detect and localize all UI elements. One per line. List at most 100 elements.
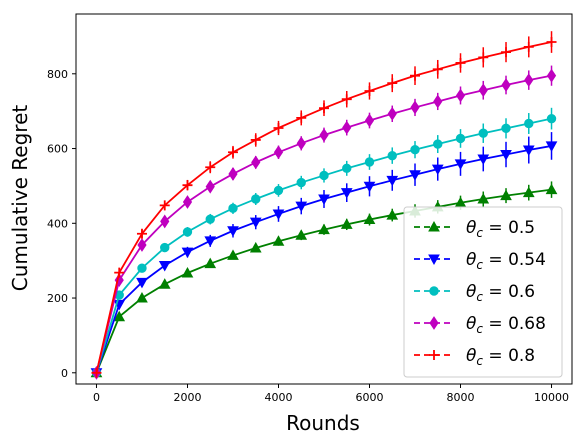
data-point: [455, 57, 466, 68]
data-point: [478, 128, 488, 138]
data-point: [159, 200, 170, 211]
data-point: [432, 64, 443, 75]
x-tick-label: 8000: [447, 391, 475, 404]
data-point: [387, 150, 397, 161]
x-tick-label: 2000: [173, 391, 201, 404]
data-point: [182, 180, 193, 191]
data-point: [386, 175, 399, 187]
x-tick-label: 10000: [534, 391, 569, 404]
data-point: [272, 209, 285, 220]
data-point: [296, 112, 307, 123]
data-point: [250, 134, 261, 145]
series-1: [90, 132, 558, 379]
y-tick-label: 800: [47, 68, 68, 81]
data-point: [318, 223, 330, 235]
legend-item: θc = 0.68: [414, 314, 546, 336]
data-point: [363, 213, 376, 225]
plot-area: [90, 31, 558, 380]
data-point: [228, 203, 238, 214]
legend-label: θc = 0.54: [466, 250, 546, 272]
x-tick-label: 4000: [264, 391, 292, 404]
data-point: [478, 52, 489, 63]
data-point: [319, 103, 329, 114]
data-point: [431, 164, 444, 176]
data-point: [249, 241, 262, 253]
y-tick-label: 0: [61, 367, 68, 380]
data-point: [136, 292, 148, 303]
data-point: [251, 155, 261, 170]
legend: θc = 0.5 θc = 0.54 θc = 0.6 θc = 0.68 θc = 0…: [403, 206, 563, 378]
data-point: [205, 214, 215, 224]
legend-label: θc = 0.8: [466, 346, 535, 368]
data-point: [455, 133, 466, 144]
legend-marker: [428, 254, 440, 266]
data-point: [500, 189, 512, 201]
data-point: [364, 113, 375, 128]
data-point: [433, 94, 443, 109]
data-point: [160, 242, 170, 253]
data-point: [227, 249, 239, 260]
data-point: [182, 227, 193, 237]
series-2: [91, 107, 557, 378]
legend-marker: [428, 220, 440, 232]
data-point: [273, 145, 284, 160]
data-point: [342, 163, 352, 174]
data-point: [477, 154, 490, 166]
data-point: [478, 83, 488, 98]
data-point: [205, 179, 215, 194]
data-point: [204, 257, 217, 269]
legend-item: θc = 0.5: [414, 218, 535, 240]
data-point: [501, 47, 512, 58]
data-point: [136, 228, 147, 239]
data-point: [295, 201, 308, 213]
data-point: [501, 123, 511, 134]
x-tick-label: 0: [93, 391, 100, 404]
data-point: [477, 192, 490, 204]
axes-frame: [75, 13, 573, 385]
y-tick-label: 400: [47, 217, 68, 230]
data-point: [273, 185, 284, 196]
axes: 0 2000 4000 6000 8000 10000 0 200 400 600 800: [47, 13, 573, 404]
data-point: [341, 94, 352, 105]
data-point: [342, 120, 352, 135]
data-point: [522, 186, 535, 198]
data-point: [410, 100, 420, 115]
legend-label: θc = 0.68: [466, 314, 546, 336]
data-point: [318, 194, 330, 206]
data-point: [524, 118, 534, 129]
data-point: [158, 261, 171, 272]
data-point: [410, 144, 420, 155]
data-point: [204, 236, 217, 247]
data-point: [433, 139, 443, 149]
data-point: [364, 85, 375, 96]
y-axis-label: Cumulative Regret: [8, 105, 32, 292]
data-point: [227, 147, 238, 158]
data-point: [114, 267, 125, 278]
data-point: [251, 194, 261, 204]
series-3: [91, 65, 557, 380]
x-tick-label: 6000: [356, 391, 384, 404]
data-point: [295, 229, 308, 240]
data-point: [319, 170, 329, 181]
legend-item: θc = 0.54: [414, 250, 546, 272]
data-point: [545, 141, 558, 152]
data-point: [113, 310, 126, 322]
data-point: [455, 88, 466, 103]
data-point: [545, 183, 558, 195]
data-point: [137, 263, 147, 273]
data-point: [249, 217, 262, 229]
data-point: [364, 157, 375, 167]
data-point: [181, 266, 194, 278]
data-point: [500, 150, 512, 161]
legend-label: θc = 0.5: [466, 218, 535, 240]
data-point: [546, 113, 557, 124]
series-4: [91, 31, 557, 378]
data-point: [386, 209, 399, 220]
data-point: [182, 195, 193, 209]
data-point: [522, 145, 535, 157]
data-point: [546, 68, 557, 83]
legend-marker: [429, 286, 439, 296]
data-point: [228, 167, 238, 181]
data-point: [160, 214, 170, 229]
